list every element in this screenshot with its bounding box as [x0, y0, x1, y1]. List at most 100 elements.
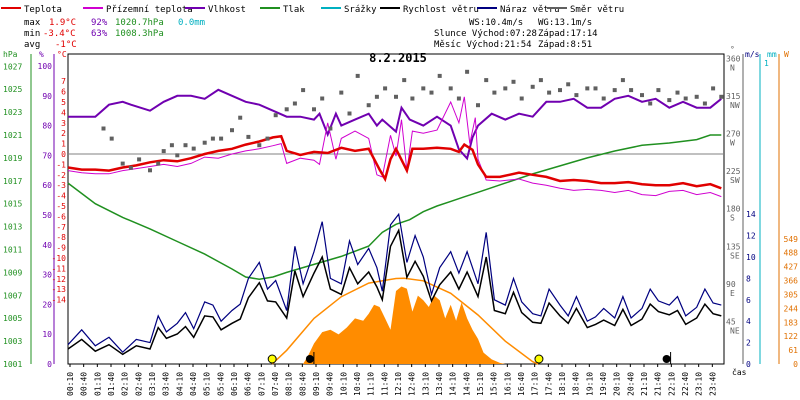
humidity-tick: 70	[42, 151, 52, 160]
direction-label: NE	[730, 326, 740, 335]
data-series	[67, 69, 724, 365]
wind-direction-point	[511, 79, 516, 84]
direction-label: NW	[730, 101, 740, 110]
x-tick-label: 19:40	[599, 372, 608, 396]
wind-direction-point	[675, 90, 680, 95]
temperature-tick: -2	[56, 171, 66, 180]
x-tick-label: 17:10	[531, 372, 540, 396]
wind-direction-point	[210, 136, 215, 141]
humidity-tick: 80	[42, 122, 52, 131]
solar-tick: 0	[793, 360, 798, 369]
temperature-tick: 4	[61, 108, 66, 117]
wind-direction-point	[585, 86, 590, 91]
wind-direction-point	[547, 90, 552, 95]
sunset-marker	[534, 354, 544, 364]
pressure-tick: 1005	[3, 314, 22, 323]
wind-tick: 14	[746, 210, 756, 219]
direction-label: SE	[730, 251, 740, 260]
temperature-tick: -1	[56, 160, 66, 169]
wind-direction-point	[683, 96, 688, 101]
wind-direction-point	[694, 94, 699, 99]
wind-tick: 0	[746, 360, 751, 369]
temperature-tick: 0	[61, 150, 66, 159]
temperature-tick: 5	[61, 98, 66, 107]
moonset-marker	[305, 355, 314, 363]
max-label: max	[24, 18, 41, 28]
pressure-line	[67, 134, 722, 281]
wind-direction-point	[492, 90, 497, 95]
wind-direction-point	[137, 157, 142, 162]
legend-label: Směr větru	[570, 5, 624, 15]
x-tick-label: 15:40	[490, 372, 499, 396]
rain-tick: 1	[764, 59, 769, 68]
x-tick-label: 14:10	[449, 372, 458, 396]
x-tick-label: 04:40	[189, 372, 198, 396]
wind-direction-point	[702, 101, 707, 106]
wind-direction-point	[503, 86, 508, 91]
direction-label: W	[730, 139, 735, 148]
legend-label: Náraz větru	[500, 5, 560, 15]
direction-unit: °	[730, 45, 735, 54]
solar-tick: 488	[784, 249, 799, 258]
solar-tick: 122	[784, 332, 799, 341]
x-tick-label: 17:40	[544, 372, 553, 396]
wind-direction-point	[629, 88, 634, 93]
wind-direction-point	[238, 115, 243, 120]
x-tick-label: 09:40	[326, 372, 335, 396]
wind-direction-point	[519, 96, 524, 101]
pressure-tick: 1023	[3, 108, 22, 117]
x-tick-label: 22:10	[667, 372, 676, 396]
wind-direction-point	[566, 82, 571, 87]
max-pressure: 1020.7hPa	[115, 18, 164, 28]
wind-direction-point	[265, 136, 270, 141]
wind-direction-point	[410, 96, 415, 101]
moon-rise-info: Měsíc Východ:21:54	[434, 40, 532, 50]
temperature-tick: -9	[56, 244, 66, 253]
temperature-tick: 3	[61, 119, 66, 128]
solar-unit: W	[784, 50, 789, 59]
pressure-tick: 1019	[3, 154, 22, 163]
wind-direction-point	[374, 94, 379, 99]
temperature-tick: -4	[56, 192, 66, 201]
wind-sun-moon-info: WS:10.4m/s WG:13.1m/s Slunce Východ:07:2…	[434, 18, 598, 50]
temperature-tick: -14	[52, 296, 67, 305]
wind-direction-point	[366, 103, 371, 108]
pressure-tick: 1001	[3, 360, 22, 369]
humidity-tick: 0	[47, 360, 52, 369]
wind-direction-point	[719, 94, 724, 99]
legend-label: Teplota	[24, 5, 62, 15]
direction-tick: 90	[726, 280, 736, 289]
humidity-tick: 60	[42, 181, 52, 190]
wind-direction-point	[484, 78, 489, 83]
direction-tick: 225	[726, 167, 741, 176]
temperature-tick: -7	[56, 223, 66, 232]
temperature-tick: 6	[61, 88, 66, 97]
x-tick-label: 20:40	[626, 372, 635, 396]
avg-temp: -1°C	[55, 40, 77, 50]
moonrise-marker	[662, 355, 671, 363]
solar-tick: 427	[784, 263, 799, 272]
humidity-unit: %	[39, 50, 44, 59]
x-tick-label: 19:10	[585, 372, 594, 396]
x-tick-label: 07:40	[271, 372, 280, 396]
max-humidity: 92%	[91, 18, 108, 28]
x-tick-label: 07:10	[257, 372, 266, 396]
wind-direction-point	[328, 126, 333, 131]
wind-unit: m/s	[745, 50, 760, 59]
sunrise-marker	[267, 354, 277, 364]
wind-direction-point	[202, 140, 207, 145]
x-tick-label: 05:40	[216, 372, 225, 396]
humidity-tick: 100	[38, 62, 53, 71]
wind-direction-point	[448, 86, 453, 91]
wind-direction-point	[476, 103, 480, 108]
x-tick-label: 12:10	[394, 372, 403, 396]
wind-direction-point	[101, 126, 106, 131]
direction-label: S	[730, 214, 735, 223]
stats-panel: max 1.9°C 92% 1020.7hPa 0.0mm min -3.4°C…	[24, 18, 205, 50]
temperature-unit: °C	[57, 50, 67, 59]
wind-speed-info: WS:10.4m/s	[469, 18, 523, 28]
x-tick-label: 02:10	[121, 372, 130, 396]
direction-tick: 45	[726, 317, 736, 326]
temperature-tick: 2	[61, 129, 66, 138]
